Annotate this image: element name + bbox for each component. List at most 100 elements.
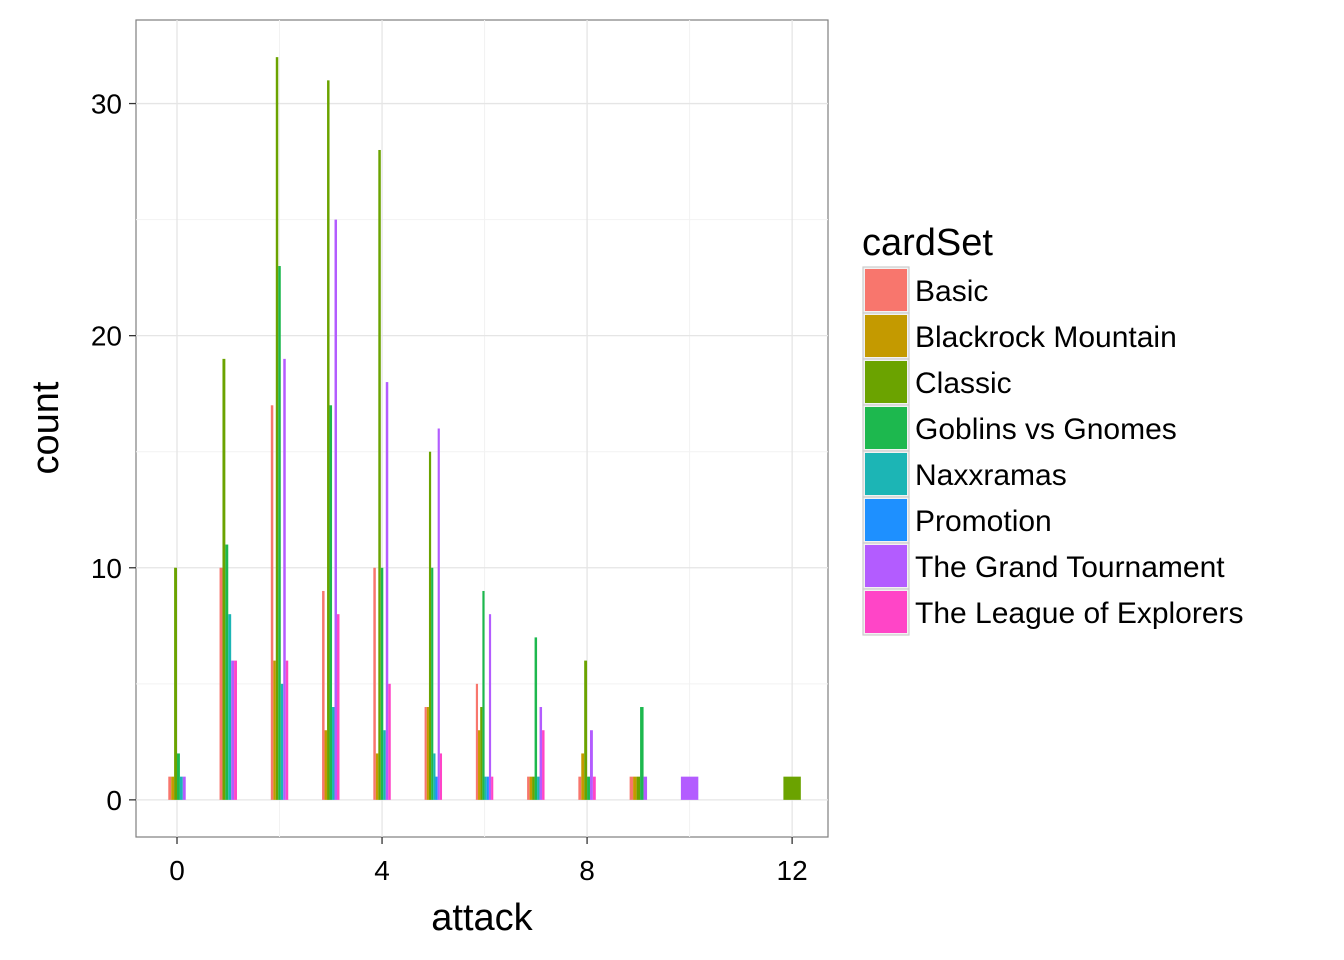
- bar-classic-attack-12: [783, 776, 801, 800]
- x-axis-ticks: 0 4 8 12: [169, 837, 808, 886]
- bar-goblins-vs-gnomes-attack-9: [640, 707, 644, 800]
- legend-label: Blackrock Mountain: [915, 321, 1177, 354]
- bar-goblins-vs-gnomes-attack-8: [587, 776, 590, 800]
- bar-the-league-of-explorers-attack-7: [542, 730, 545, 800]
- x-axis-title: attack: [431, 897, 533, 939]
- bar-goblins-vs-gnomes-attack-2: [278, 266, 281, 800]
- bar-goblins-vs-gnomes-attack-3: [329, 405, 333, 800]
- bar-classic-attack-3: [327, 80, 330, 800]
- bar-basic-attack-8: [578, 776, 582, 800]
- y-axis-title: count: [25, 381, 67, 474]
- bar-blackrock-mountain-attack-2: [273, 660, 276, 800]
- bar-the-grand-tournament-attack-3: [334, 219, 338, 800]
- bar-blackrock-mountain-attack-9: [633, 776, 637, 800]
- bar-basic-attack-1: [219, 567, 223, 800]
- bar-the-league-of-explorers-attack-2: [285, 660, 289, 800]
- bar-the-league-of-explorers-attack-6: [491, 776, 494, 800]
- legend-label: Naxxramas: [915, 459, 1067, 492]
- bar-blackrock-mountain-attack-3: [324, 730, 328, 800]
- bar-blackrock-mountain-attack-4: [375, 753, 379, 800]
- legend-swatch-the-league-of-explorers: [865, 591, 907, 633]
- bar-goblins-vs-gnomes-attack-5: [431, 567, 434, 800]
- legend-label: The Grand Tournament: [915, 551, 1225, 584]
- bar-the-league-of-explorers-attack-1: [234, 660, 237, 800]
- legend-label: Promotion: [915, 505, 1052, 538]
- bar-goblins-vs-gnomes-attack-0: [177, 753, 180, 800]
- bar-basic-attack-3: [322, 590, 325, 800]
- bar-basic-attack-4: [373, 567, 376, 800]
- legend-title: cardSet: [862, 222, 993, 264]
- bar-basic-attack-0: [168, 776, 172, 800]
- bar-basic-attack-9: [629, 776, 634, 800]
- bar-classic-attack-6: [480, 707, 483, 800]
- bar-naxxramas-attack-7: [537, 776, 540, 800]
- bar-classic-attack-4: [378, 149, 381, 800]
- bar-the-league-of-explorers-attack-3: [337, 614, 340, 800]
- bar-basic-attack-6: [475, 683, 479, 800]
- bar-classic-attack-0: [174, 567, 177, 800]
- bar-the-grand-tournament-attack-7: [539, 707, 543, 800]
- bar-blackrock-mountain-attack-6: [478, 730, 481, 800]
- y-tick-label: 10: [91, 553, 122, 584]
- bar-promotion-attack-6: [486, 776, 489, 800]
- bar-blackrock-mountain-attack-7: [529, 776, 533, 800]
- bar-classic-attack-9: [636, 776, 641, 800]
- bar-the-league-of-explorers-attack-5: [439, 753, 443, 800]
- bar-classic-attack-5: [428, 451, 432, 800]
- bar-blackrock-mountain-attack-0: [171, 776, 175, 800]
- legend-label: Goblins vs Gnomes: [915, 413, 1177, 446]
- legend-swatch-the-grand-tournament: [865, 545, 907, 587]
- bar-the-grand-tournament-attack-6: [488, 614, 492, 800]
- bar-naxxramas-attack-2: [280, 683, 284, 800]
- bar-the-grand-tournament-attack-5: [437, 428, 440, 800]
- plot-panel: [135, 19, 829, 838]
- y-tick-label: 20: [91, 321, 122, 352]
- bar-the-grand-tournament-attack-1: [231, 660, 235, 800]
- bar-naxxramas-attack-4: [383, 730, 386, 800]
- bar-classic-attack-2: [275, 57, 279, 800]
- legend-label: Classic: [915, 367, 1012, 400]
- bars: [168, 57, 801, 800]
- y-tick-label: 0: [106, 785, 122, 816]
- legend-swatch-goblins-vs-gnomes: [865, 407, 907, 449]
- major-gridlines: [136, 20, 828, 837]
- bar-naxxramas-attack-6: [484, 776, 487, 800]
- bar-the-grand-tournament-attack-9: [643, 776, 648, 800]
- bar-the-grand-tournament-attack-2: [283, 358, 286, 800]
- x-tick-label: 12: [777, 855, 808, 886]
- bar-classic-attack-7: [532, 776, 535, 800]
- bar-goblins-vs-gnomes-attack-6: [482, 590, 485, 800]
- bar-the-league-of-explorers-attack-4: [388, 683, 391, 800]
- legend-swatch-basic: [865, 269, 907, 311]
- y-tick-label: 30: [91, 89, 122, 120]
- bar-basic-attack-2: [270, 405, 274, 800]
- legend-swatch-blackrock-mountain: [865, 315, 907, 357]
- x-tick-label: 0: [169, 855, 185, 886]
- x-tick-label: 8: [579, 855, 595, 886]
- bar-the-grand-tournament-attack-8: [589, 730, 593, 800]
- bar-the-grand-tournament-attack-10: [680, 776, 699, 800]
- bar-basic-attack-5: [424, 707, 427, 800]
- legend-swatch-classic: [865, 361, 907, 403]
- bar-classic-attack-1: [222, 358, 226, 800]
- bar-promotion-attack-5: [435, 776, 438, 800]
- bar-basic-attack-7: [527, 776, 530, 800]
- bar-goblins-vs-gnomes-attack-4: [380, 567, 384, 800]
- legend: cardSet Basic Blackrock Mountain Classic Go…: [862, 222, 1244, 636]
- y-axis-ticks: 0 10 20 30: [91, 89, 136, 816]
- bar-blackrock-mountain-attack-8: [581, 753, 585, 800]
- bar-the-league-of-explorers-attack-8: [592, 776, 596, 800]
- legend-label: The League of Explorers: [915, 597, 1244, 630]
- bar-classic-attack-8: [584, 660, 588, 800]
- bar-goblins-vs-gnomes-attack-1: [225, 544, 229, 800]
- bar-naxxramas-attack-0: [179, 776, 183, 800]
- bar-naxxramas-attack-3: [332, 707, 335, 800]
- bar-naxxramas-attack-1: [228, 614, 232, 800]
- bar-goblins-vs-gnomes-attack-7: [534, 637, 538, 800]
- legend-swatch-promotion: [865, 499, 907, 541]
- bar-blackrock-mountain-attack-5: [426, 707, 429, 800]
- legend-label: Basic: [915, 275, 988, 308]
- bar-the-grand-tournament-attack-4: [385, 382, 389, 800]
- legend-swatch-naxxramas: [865, 453, 907, 495]
